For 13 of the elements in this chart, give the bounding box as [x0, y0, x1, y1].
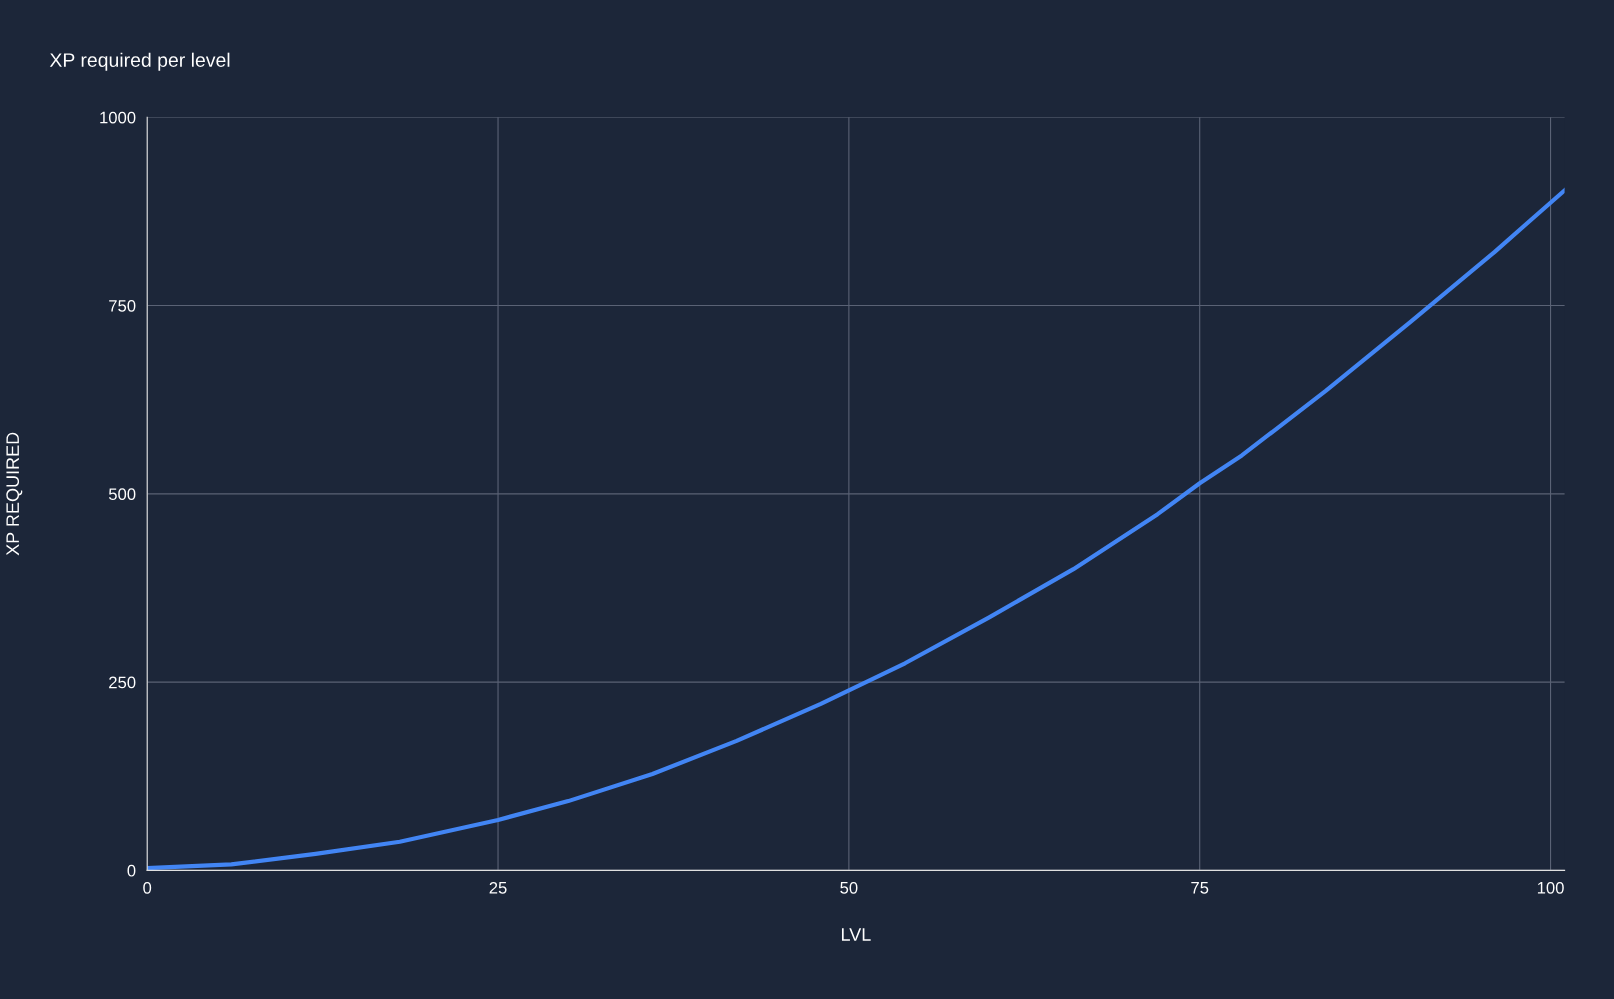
y-tick-label: 750: [109, 299, 136, 312]
x-tick-label: 75: [1191, 882, 1209, 894]
x-tick-label: 25: [489, 881, 507, 894]
x-axis-title: LVL: [841, 928, 871, 941]
x-tick-label: 100: [1537, 881, 1564, 894]
y-tick-label: 1000: [100, 111, 136, 124]
y-axis-title: XP REQUIRED: [6, 432, 23, 556]
y-tick-label: 500: [108, 488, 136, 501]
chart-title: XP required per level: [49, 52, 230, 71]
y-tick-label: 250: [109, 676, 136, 689]
x-tick-label: 50: [840, 881, 858, 894]
y-tick-label: 0: [127, 864, 136, 877]
x-tick-label: 0: [143, 881, 152, 894]
